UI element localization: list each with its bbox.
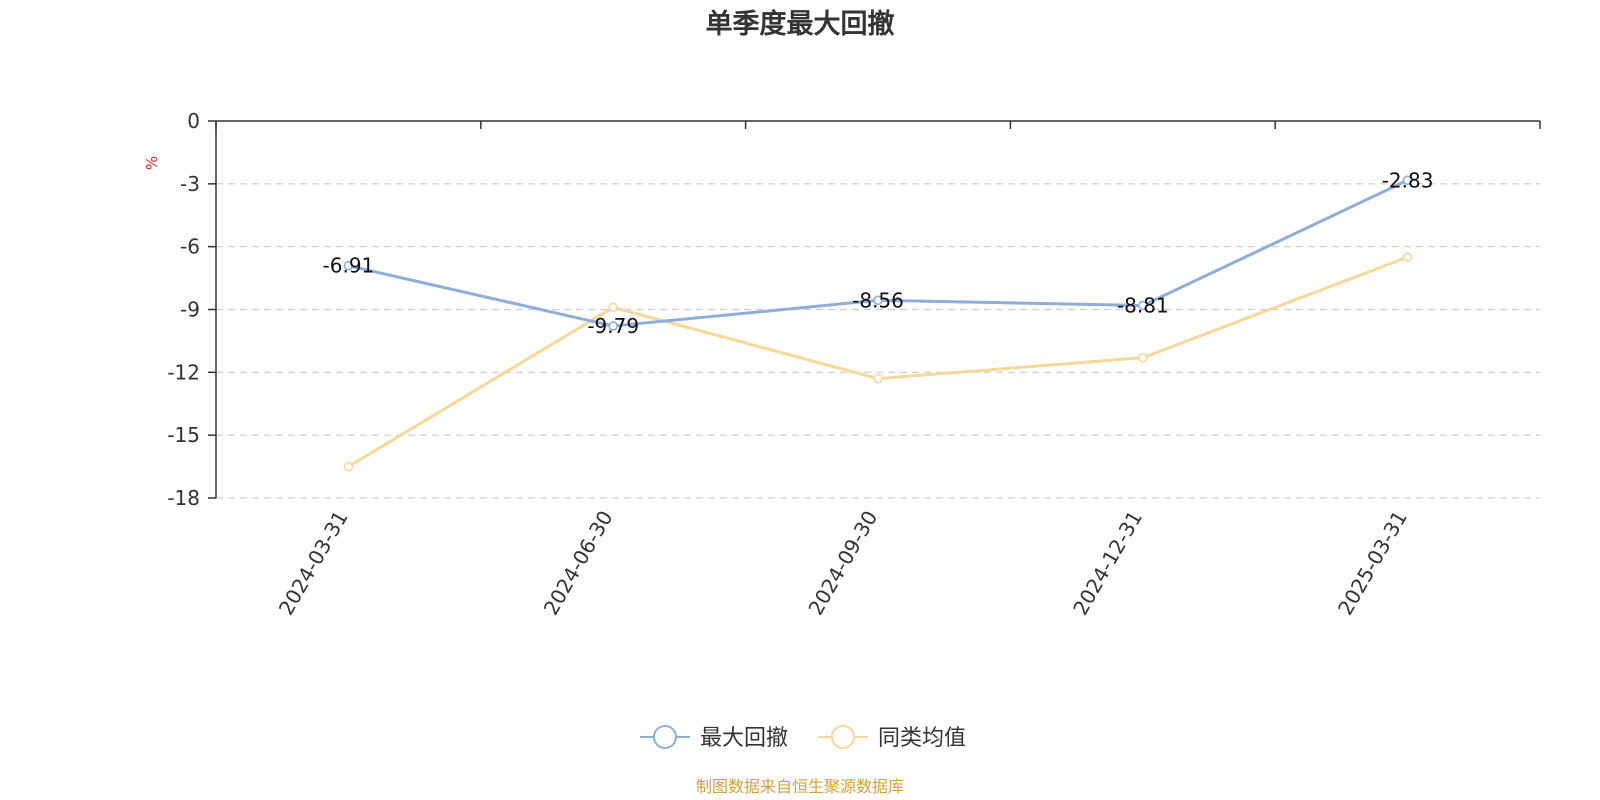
data-point <box>1402 175 1413 186</box>
x-tick-label: 2024-03-31 <box>274 507 353 620</box>
grid-layer <box>216 183 1540 499</box>
legend-item[interactable]: 最大回撤 <box>640 725 788 751</box>
data-label-layer: -6.91 -9.79 -8.56 -8.81 -2.83 <box>323 168 1434 338</box>
legend-marker <box>831 725 855 749</box>
axis-layer: 0 -3 -6 -9 -12 -15 -18 2024-03-31 2024-06-30 2024… <box>167 109 1541 620</box>
data-label: -8.56 <box>852 288 904 312</box>
y-axis-unit: % <box>143 156 161 170</box>
data-point <box>873 295 883 306</box>
y-tick-label: -3 <box>180 172 200 196</box>
source-note: 制图数据来自恒生聚源数据库 <box>696 777 904 796</box>
data-point <box>343 260 354 271</box>
x-tick-label: 2024-12-31 <box>1068 507 1147 620</box>
data-point <box>608 302 619 313</box>
data-label: -6.91 <box>323 254 375 278</box>
legend[interactable]: 最大回撤 同类均值 <box>640 725 966 751</box>
data-point <box>873 373 883 384</box>
x-tick-label: 2024-09-30 <box>803 507 882 620</box>
y-tick-label: -6 <box>180 235 200 259</box>
data-label: -9.79 <box>587 314 639 338</box>
legend-marker <box>653 725 677 749</box>
y-tick-label: -9 <box>180 298 200 322</box>
legend-label: 最大回撤 <box>700 726 788 751</box>
data-point <box>1402 252 1413 262</box>
data-point <box>343 461 354 472</box>
series-layer <box>343 175 1413 472</box>
y-tick-label: -18 <box>167 486 200 510</box>
data-label: -8.81 <box>1117 294 1169 318</box>
y-tick-label: 0 <box>187 109 200 133</box>
data-label: -2.83 <box>1382 168 1434 192</box>
y-tick-label: -12 <box>167 360 200 384</box>
y-tick-label: -15 <box>167 423 200 447</box>
x-tick-label: 2024-06-30 <box>539 507 618 620</box>
chart-title: 单季度最大回撤 <box>706 8 895 40</box>
legend-label: 同类均值 <box>878 726 966 751</box>
data-point <box>608 321 619 331</box>
data-point <box>1138 352 1148 363</box>
x-tick-label: 2025-03-31 <box>1333 507 1412 620</box>
legend-item[interactable]: 同类均值 <box>818 725 966 751</box>
data-point <box>1138 300 1148 311</box>
